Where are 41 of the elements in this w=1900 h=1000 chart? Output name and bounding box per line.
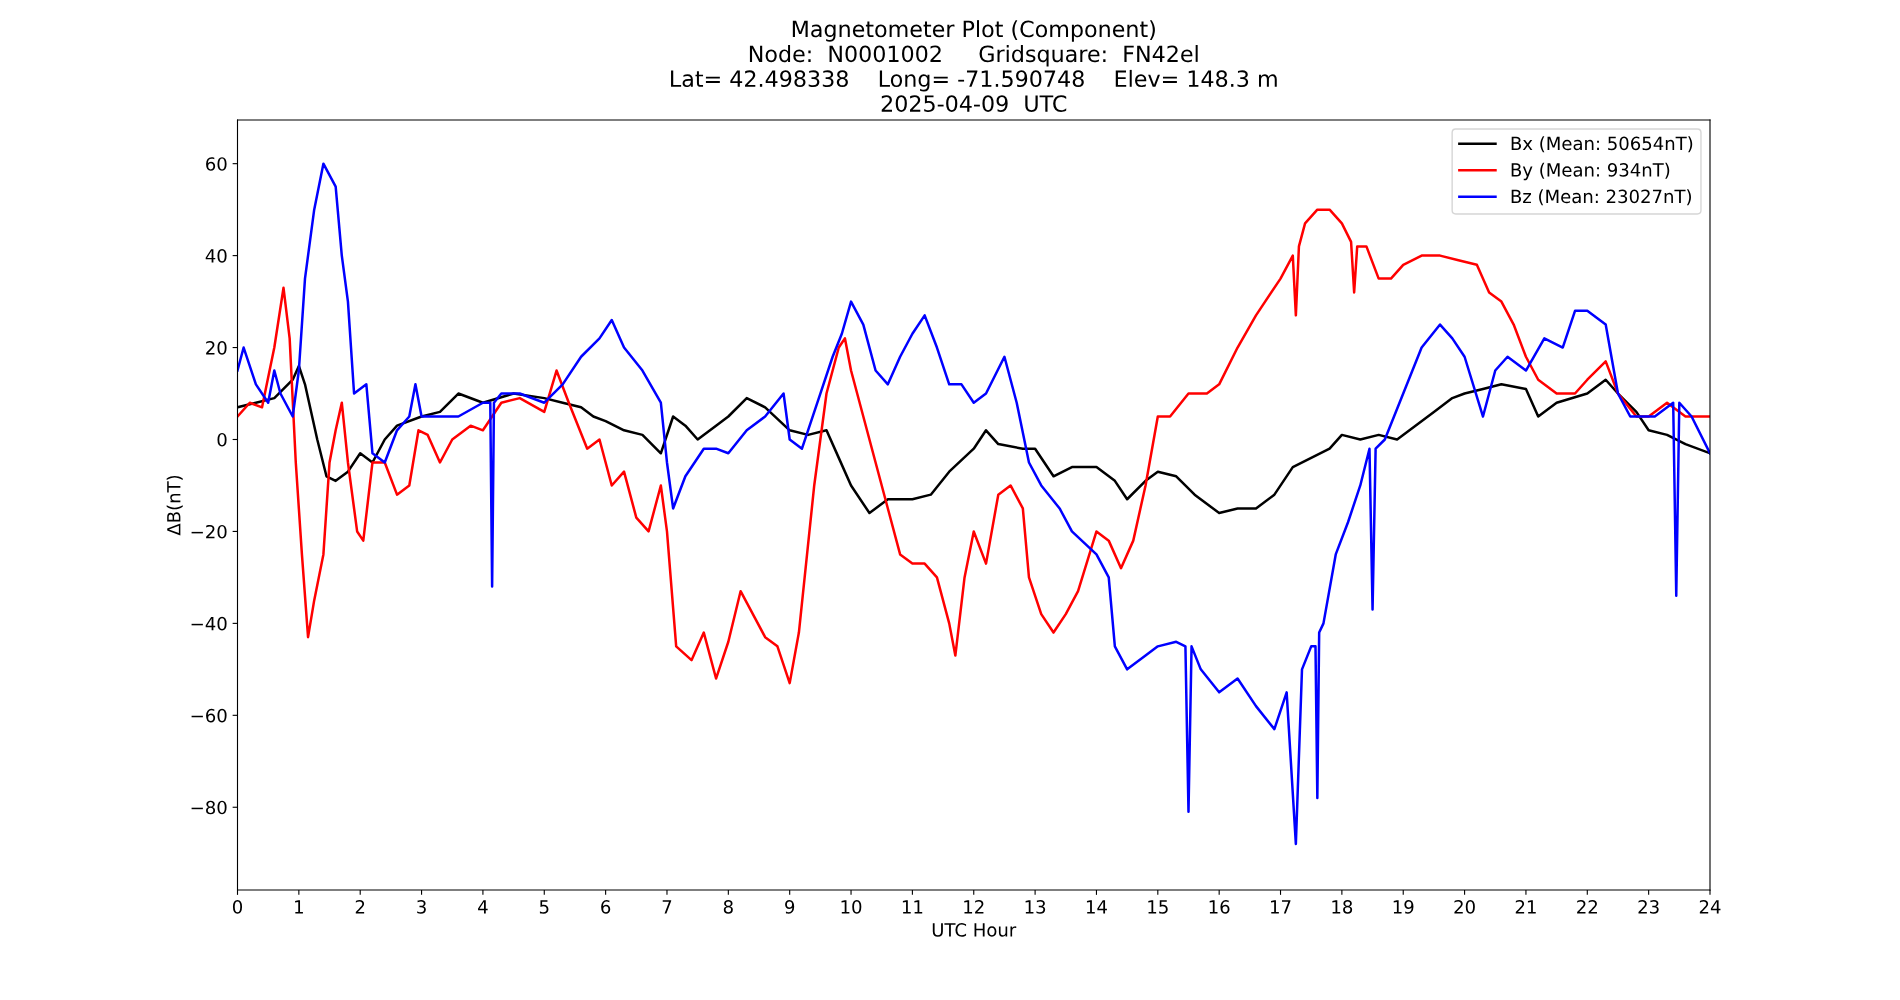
y-axis-title: ΔB(nT) xyxy=(166,475,183,536)
x-tick-label: 12 xyxy=(964,900,984,914)
x-tick-label: 24 xyxy=(1699,900,1721,914)
legend-label: Bx (Mean: 50654nT) xyxy=(1511,136,1693,153)
x-tick-label: 4 xyxy=(478,900,488,914)
x-tick-label: 14 xyxy=(1086,900,1107,914)
x-tick-label: 15 xyxy=(1148,900,1168,914)
x-tick-label: 5 xyxy=(539,900,549,914)
x-tick-label: 19 xyxy=(1393,900,1414,914)
x-tick-label: 11 xyxy=(902,900,923,914)
y-tick-label: −80 xyxy=(191,800,227,815)
y-tick-label: −20 xyxy=(191,524,227,539)
x-tick-label: 2 xyxy=(355,900,365,914)
x-tick-label: 23 xyxy=(1638,900,1659,914)
x-tick-label: 10 xyxy=(841,900,862,914)
x-tick-label: 13 xyxy=(1025,900,1046,914)
line-series xyxy=(237,162,1710,846)
x-tick-label: 3 xyxy=(417,900,426,914)
x-tick-label: 17 xyxy=(1271,900,1291,914)
x-tick-label: 0 xyxy=(232,900,243,914)
y-tick-label: 60 xyxy=(206,157,227,171)
y-tick-label: 20 xyxy=(206,341,227,355)
x-tick-label: 21 xyxy=(1515,900,1536,914)
legend-label: By (Mean: 934nT) xyxy=(1511,162,1670,181)
y-tick-label: 40 xyxy=(205,249,227,263)
y-tick-label: −40 xyxy=(191,616,227,631)
x-axis-title: UTC Hour xyxy=(932,923,1017,937)
y-tick-label: 0 xyxy=(217,432,227,447)
chart-title: Magnetometer Plot (Component) Node: N0001002 Gridsquare: FN42el Lat= 42.498338 Long= -71.590748 Elev= 148.3 m 2025-04-09 UTC xyxy=(671,20,1277,112)
x-tick-label: 9 xyxy=(785,900,795,914)
x-tick-label: 18 xyxy=(1332,900,1353,914)
x-tick-label: 1 xyxy=(295,900,303,914)
x-tick-label: 6 xyxy=(601,900,611,914)
y-tick-label: −60 xyxy=(191,708,227,723)
x-tick-label: 22 xyxy=(1577,900,1597,914)
x-tick-label: 20 xyxy=(1454,900,1475,914)
line-series xyxy=(237,208,1710,685)
x-tick-label: 16 xyxy=(1209,900,1230,914)
legend-label: Bz (Mean: 23027nT) xyxy=(1511,189,1691,206)
x-tick-label: 7 xyxy=(662,900,672,914)
x-tick-label: 8 xyxy=(723,900,733,914)
